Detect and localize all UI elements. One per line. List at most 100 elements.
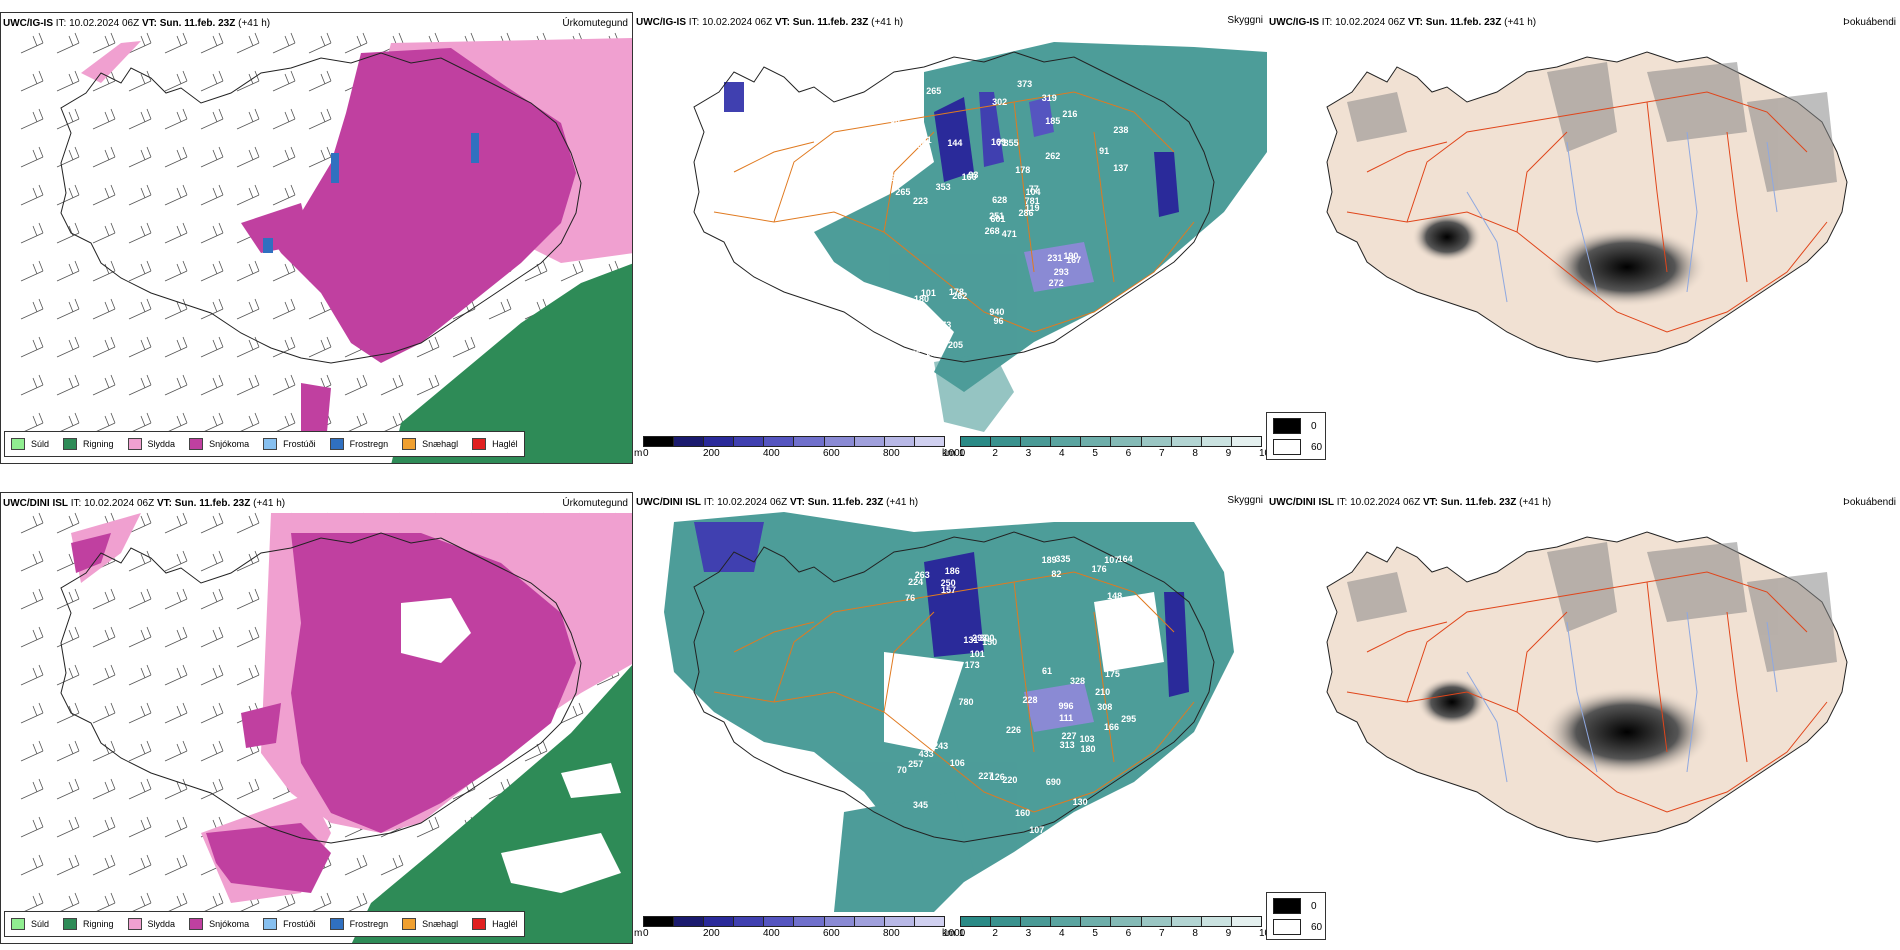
peak-height-label: 265 — [926, 86, 942, 97]
panel-header: UWC/DINI ISL IT: 10.02.2024 06Z VT: Sun.… — [1269, 497, 1552, 508]
fog-legend-row: 0 — [1273, 898, 1317, 914]
colorbar-segment — [991, 437, 1022, 446]
colorbar-tick-label: 400 — [763, 928, 780, 939]
precip-legend-swatch — [472, 918, 487, 930]
elevation-unit: m — [634, 928, 643, 939]
colorbar-segment — [764, 437, 795, 446]
peak-height-label: 178 — [1015, 164, 1031, 175]
wind-barb — [236, 336, 260, 358]
wind-barb — [128, 146, 152, 168]
precip-legend-swatch — [402, 438, 417, 450]
wind-barb — [20, 778, 44, 800]
colorbar-tick-label: 5 — [1092, 928, 1098, 939]
wind-barb — [164, 374, 188, 396]
peak-height-label: 313 — [1059, 739, 1075, 750]
river-path — [1466, 671, 1508, 783]
wind-barb — [272, 32, 296, 54]
wind-barb — [128, 664, 152, 686]
colorbar-segment — [734, 917, 765, 926]
wind-barb — [272, 108, 296, 130]
wind-barb — [56, 412, 80, 434]
wind-barb — [92, 146, 116, 168]
colorbar-segment — [1201, 437, 1232, 446]
colorbar-segment — [794, 917, 825, 926]
wind-barb — [200, 298, 224, 320]
wind-barb — [128, 336, 152, 358]
colorbar-segment — [1081, 917, 1112, 926]
wind-barb — [236, 512, 260, 534]
colorbar-tick-label: 0 — [643, 928, 649, 939]
wind-barb — [236, 32, 260, 54]
colorbar-segment — [884, 437, 915, 446]
peak-height-label: 215 — [1103, 800, 1119, 811]
wind-barb — [56, 588, 80, 610]
river-path — [1466, 191, 1508, 303]
precip-legend-item: Snjókoma — [189, 438, 249, 450]
precip-type-map — [20, 32, 632, 463]
peak-height-label: 227 — [1061, 731, 1077, 742]
peak-height-label: 302 — [992, 97, 1008, 108]
peak-height-label: 130 — [1072, 796, 1088, 807]
wind-barb — [164, 892, 188, 914]
colorbar-tick-label: 3 — [1025, 928, 1032, 939]
colorbar-tick-label: 400 — [763, 448, 780, 459]
wind-barb — [164, 222, 188, 244]
colorbar-segment — [794, 437, 825, 446]
wind-barb — [200, 184, 224, 206]
fog-swatch-black — [1273, 418, 1301, 434]
visibility-clear — [884, 592, 1164, 752]
precip-legend-item: Rigning — [63, 438, 114, 450]
wind-barb — [20, 412, 44, 434]
colorbar-segment — [674, 917, 705, 926]
fog-label: 0 — [1311, 900, 1317, 912]
elevation-colorbar-bottom: m 0 200 400 600 800 1000 — [634, 914, 965, 944]
precip-legend-swatch — [11, 918, 25, 930]
peak-height-label: 150 — [982, 636, 998, 647]
peak-height-label: 76 — [905, 592, 916, 603]
road-path — [1406, 91, 1808, 223]
colorbar-segment — [884, 917, 915, 926]
colorbar-tick-label: 9 — [1225, 928, 1232, 939]
wind-barb — [20, 588, 44, 610]
peak-height-label: 376 — [905, 349, 921, 360]
wind-barb — [164, 702, 188, 724]
wind-barb — [20, 70, 44, 92]
peak-height-label: 257 — [908, 759, 924, 770]
wind-barb — [128, 778, 152, 800]
wind-barb — [344, 412, 368, 434]
elevation-colorbar-top: m 0 200 400 600 800 1000 — [634, 434, 965, 464]
colorbar-segment — [1021, 917, 1052, 926]
precip-legend-item: Snæhagl — [402, 918, 458, 930]
peak-height-label: 690 — [1045, 777, 1061, 788]
wind-barb — [20, 702, 44, 724]
peak-height-label: 137 — [1113, 162, 1129, 173]
colorbar-tick-label: 8 — [1192, 448, 1198, 459]
fog-panel-bottom: UWC/DINI ISL IT: 10.02.2024 06Z VT: Sun.… — [1267, 492, 1900, 944]
wind-barb — [56, 108, 80, 130]
wind-barb — [164, 32, 188, 54]
colorbar-segment — [1111, 917, 1142, 926]
peak-height-label: 107 — [1029, 824, 1045, 835]
wind-barb — [128, 816, 152, 838]
peak-height-label: 61 — [1042, 665, 1053, 676]
wind-barb — [164, 336, 188, 358]
wind-barb — [20, 108, 44, 130]
panel-title: Þokuábendi — [1843, 497, 1896, 508]
iceland-coastline — [693, 51, 1215, 363]
wind-barb — [308, 892, 332, 914]
peak-height-label: 286 — [1018, 208, 1034, 219]
peak-height-label: 175 — [1104, 668, 1120, 679]
road-path — [1346, 211, 1828, 333]
precip-legend-label: Rigning — [83, 439, 114, 449]
elevation-unit: m — [634, 448, 643, 459]
peak-height-label: 107 — [924, 347, 940, 358]
colorbar-segment — [1111, 437, 1142, 446]
wind-barb — [56, 298, 80, 320]
precip-legend-label: Frostúði — [283, 919, 316, 929]
peak-height-label: 335 — [1055, 553, 1071, 564]
road-path — [1366, 141, 1448, 173]
road-network — [713, 571, 1195, 813]
wind-barb — [200, 222, 224, 244]
precip-legend-swatch — [11, 438, 25, 450]
river-path — [1686, 611, 1698, 773]
